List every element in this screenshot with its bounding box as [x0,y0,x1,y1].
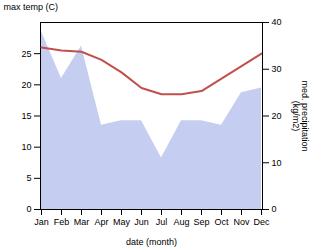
svg-text:20: 20 [21,80,31,90]
svg-text:Feb: Feb [54,217,70,227]
svg-text:10: 10 [21,142,31,152]
svg-text:Mar: Mar [74,217,90,227]
svg-text:15: 15 [21,111,31,121]
svg-text:25: 25 [21,49,31,59]
svg-text:Jan: Jan [34,217,49,227]
svg-text:Jun: Jun [134,217,149,227]
svg-text:max temp (C): max temp (C) [4,2,59,12]
svg-text:0: 0 [26,204,31,214]
svg-text:Aug: Aug [173,217,189,227]
svg-text:0: 0 [272,204,277,214]
svg-text:20: 20 [272,111,282,121]
svg-text:40: 40 [272,17,282,27]
svg-text:Jul: Jul [156,217,168,227]
svg-text:Apr: Apr [94,217,108,227]
svg-text:30: 30 [272,64,282,74]
svg-text:Dec: Dec [253,217,270,227]
svg-text:Sep: Sep [193,217,209,227]
svg-text:5: 5 [26,173,31,183]
svg-text:med. precipitation(kg/m2): med. precipitation(kg/m2) [291,80,310,151]
svg-text:10: 10 [272,158,282,168]
svg-text:date (month): date (month) [126,237,177,247]
svg-text:May: May [113,217,131,227]
svg-text:Oct: Oct [214,217,229,227]
svg-text:Nov: Nov [233,217,250,227]
